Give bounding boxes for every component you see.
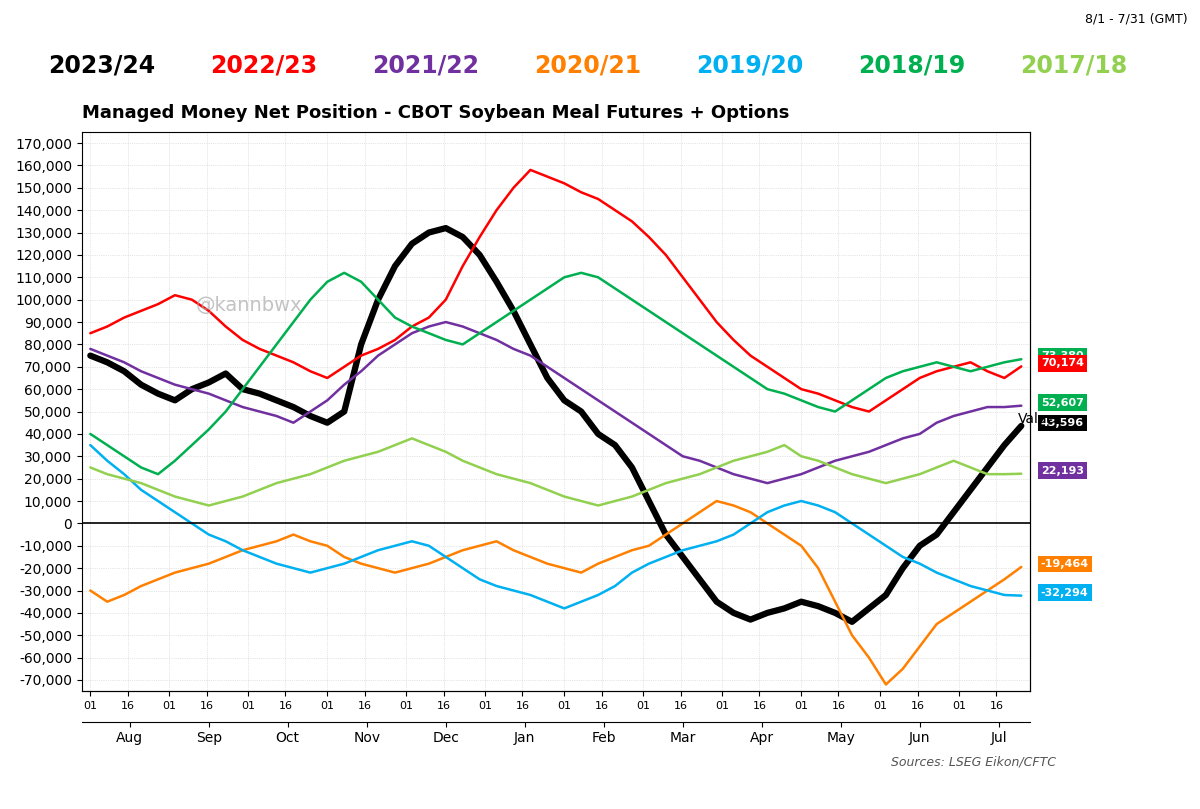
Text: 2020/21: 2020/21	[534, 54, 641, 78]
Text: 22,193: 22,193	[1040, 466, 1084, 476]
Text: -32,294: -32,294	[1040, 587, 1088, 598]
Y-axis label: Value: Value	[1018, 412, 1056, 426]
Text: 2021/22: 2021/22	[372, 54, 479, 78]
Text: 8/1 - 7/31 (GMT): 8/1 - 7/31 (GMT)	[1085, 12, 1188, 25]
Text: 2017/18: 2017/18	[1020, 54, 1127, 78]
Text: 2018/19: 2018/19	[858, 54, 965, 78]
Text: 2022/23: 2022/23	[210, 54, 317, 78]
Text: 73,380: 73,380	[1040, 351, 1084, 362]
Text: -19,464: -19,464	[1040, 559, 1088, 569]
Text: Managed Money Net Position - CBOT Soybean Meal Futures + Options: Managed Money Net Position - CBOT Soybea…	[82, 104, 790, 122]
Text: 70,174: 70,174	[1040, 358, 1084, 368]
Text: @kannbwx: @kannbwx	[196, 296, 302, 315]
Text: Sources: LSEG Eikon/CFTC: Sources: LSEG Eikon/CFTC	[890, 756, 1056, 769]
Text: 2023/24: 2023/24	[48, 54, 155, 78]
Text: 43,596: 43,596	[1040, 418, 1084, 428]
Text: 2019/20: 2019/20	[696, 54, 803, 78]
Text: 52,607: 52,607	[1040, 398, 1084, 408]
